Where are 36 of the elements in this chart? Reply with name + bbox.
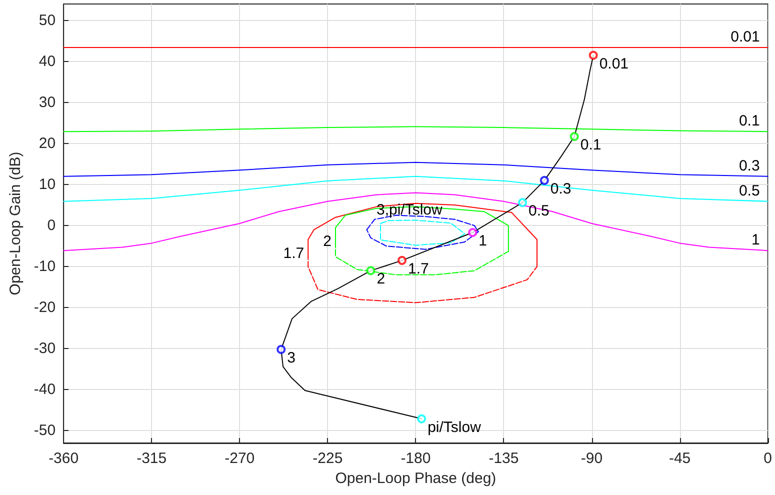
series-label: 1 <box>751 232 760 249</box>
annotation: 1.7 <box>408 260 429 278</box>
series-label: 0.5 <box>738 182 760 200</box>
y-tick-label: 20 <box>38 134 56 152</box>
x-tick-label: -180 <box>400 450 431 467</box>
annotation: pi/Tslow <box>428 418 482 436</box>
y-tick-label: 0 <box>47 217 56 234</box>
annotation: 0.01 <box>599 55 629 72</box>
y-axis-title: Open-Loop Gain (dB) <box>7 152 24 296</box>
x-tick-label: 0 <box>764 450 772 467</box>
series-label: 1.7 <box>283 244 304 262</box>
x-tick-label: -90 <box>580 450 603 467</box>
y-tick-label: -10 <box>34 258 56 276</box>
y-tick-label: -50 <box>34 422 56 440</box>
x-axis-title: Open-Loop Phase (deg) <box>335 470 496 487</box>
x-tick-label: -225 <box>312 450 343 467</box>
y-tick-label: -40 <box>34 381 56 398</box>
series-label: 2 <box>323 233 332 250</box>
y-tick-label: -20 <box>34 299 56 316</box>
y-tick-label: 40 <box>38 52 56 70</box>
x-tick-label: -135 <box>488 450 519 467</box>
x-tick-label: -45 <box>668 450 691 467</box>
y-tick-label: 30 <box>38 94 56 111</box>
annotation: 0.1 <box>580 136 602 154</box>
y-tick-label: 10 <box>38 176 56 194</box>
y-tick-label: 50 <box>38 12 56 29</box>
annotation: 2 <box>376 270 386 288</box>
x-tick-label: -315 <box>136 450 167 467</box>
annotation: 1 <box>478 232 487 250</box>
x-tick-label: -270 <box>224 450 255 467</box>
y-tick-label: -30 <box>34 340 56 358</box>
series-label: 0.3 <box>738 157 760 174</box>
series-label: 0.01 <box>730 28 760 46</box>
series-label: 0.1 <box>738 112 760 130</box>
annotation: 3 <box>287 349 296 366</box>
x-tick-label: -360 <box>48 450 79 467</box>
